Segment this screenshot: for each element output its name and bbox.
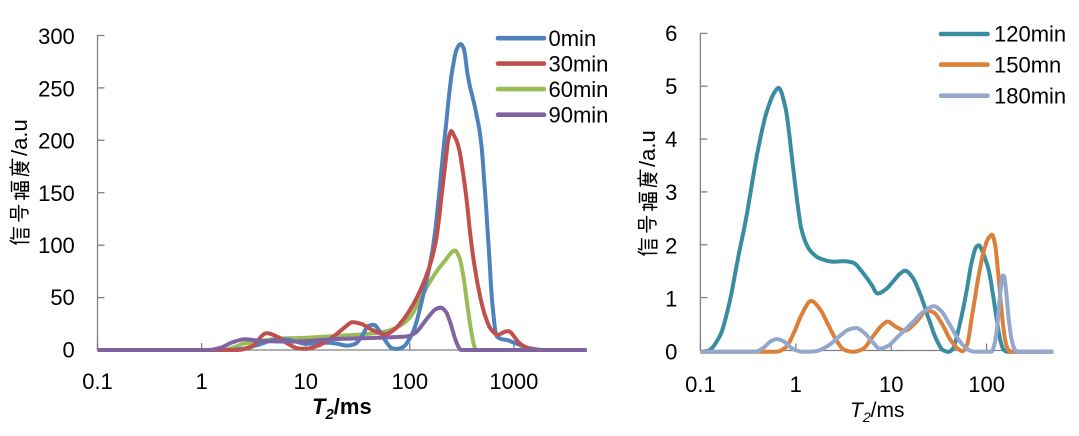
svg-text:1000: 1000 [489, 369, 538, 394]
svg-text:0.1: 0.1 [82, 369, 113, 394]
svg-text:300: 300 [38, 24, 75, 49]
svg-text:180min: 180min [994, 83, 1066, 108]
svg-text:4: 4 [665, 127, 677, 152]
svg-text:200: 200 [38, 129, 75, 154]
svg-text:1: 1 [665, 287, 677, 312]
svg-text:100: 100 [38, 233, 75, 258]
svg-text:0min: 0min [549, 26, 597, 51]
svg-text:50: 50 [50, 285, 74, 310]
svg-text:100: 100 [391, 369, 428, 394]
svg-text:3: 3 [665, 180, 677, 205]
svg-text:0: 0 [63, 337, 75, 362]
svg-text:5: 5 [665, 74, 677, 99]
svg-text:100: 100 [968, 372, 1005, 397]
svg-text:150mn: 150mn [994, 52, 1061, 77]
svg-text:6: 6 [665, 21, 677, 46]
svg-text:10: 10 [293, 369, 317, 394]
svg-text:60min: 60min [549, 77, 609, 102]
svg-text:90min: 90min [549, 102, 609, 127]
svg-text:0: 0 [665, 340, 677, 365]
svg-text:/a.u: /a.u [635, 130, 660, 167]
svg-text:0.1: 0.1 [685, 372, 716, 397]
svg-text:250: 250 [38, 76, 75, 101]
svg-text:/a.u: /a.u [7, 119, 32, 156]
svg-text:T2/ms: T2/ms [850, 399, 904, 425]
svg-text:T2/ms: T2/ms [312, 394, 372, 423]
svg-text:2: 2 [665, 233, 677, 258]
svg-text:1: 1 [790, 372, 802, 397]
svg-text:1: 1 [195, 369, 207, 394]
svg-text:120min: 120min [994, 22, 1066, 47]
svg-text:10: 10 [879, 372, 903, 397]
svg-text:30min: 30min [549, 51, 609, 76]
svg-text:150: 150 [38, 181, 75, 206]
